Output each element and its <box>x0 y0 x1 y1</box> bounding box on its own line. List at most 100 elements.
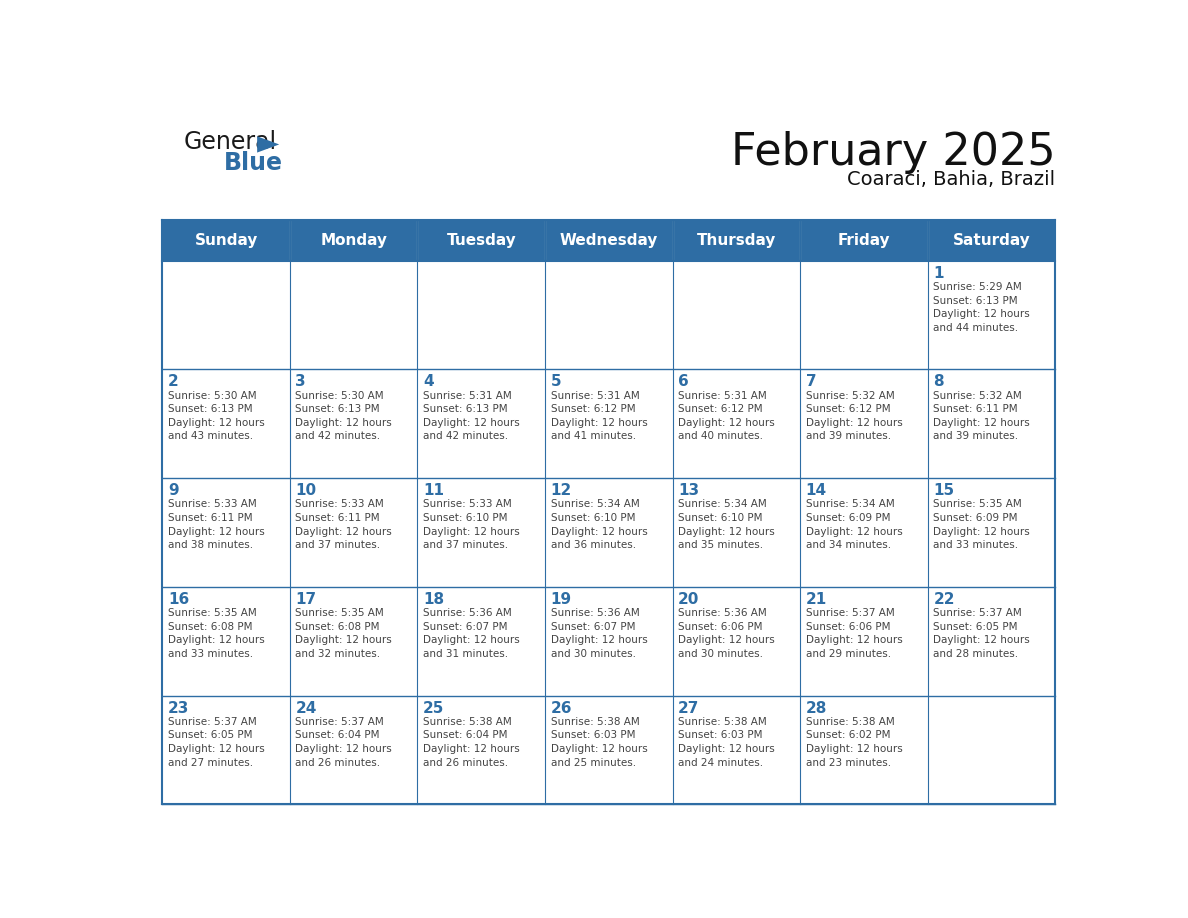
Bar <box>672 261 801 369</box>
Bar <box>163 219 290 261</box>
Bar <box>163 587 290 696</box>
Bar <box>290 696 417 804</box>
Bar <box>545 219 672 261</box>
Text: Sunrise: 5:32 AM
Sunset: 6:12 PM
Daylight: 12 hours
and 39 minutes.: Sunrise: 5:32 AM Sunset: 6:12 PM Dayligh… <box>805 391 903 442</box>
Text: Sunrise: 5:36 AM
Sunset: 6:07 PM
Daylight: 12 hours
and 30 minutes.: Sunrise: 5:36 AM Sunset: 6:07 PM Dayligh… <box>550 608 647 659</box>
Bar <box>672 478 801 587</box>
Text: Sunrise: 5:31 AM
Sunset: 6:13 PM
Daylight: 12 hours
and 42 minutes.: Sunrise: 5:31 AM Sunset: 6:13 PM Dayligh… <box>423 391 520 442</box>
Bar <box>417 696 545 804</box>
Text: 22: 22 <box>934 592 955 607</box>
Text: 10: 10 <box>296 483 316 498</box>
Text: Tuesday: Tuesday <box>447 233 516 248</box>
Text: 3: 3 <box>296 375 307 389</box>
Text: Sunrise: 5:35 AM
Sunset: 6:09 PM
Daylight: 12 hours
and 33 minutes.: Sunrise: 5:35 AM Sunset: 6:09 PM Dayligh… <box>934 499 1030 550</box>
Bar <box>801 261 928 369</box>
Text: Sunrise: 5:36 AM
Sunset: 6:07 PM
Daylight: 12 hours
and 31 minutes.: Sunrise: 5:36 AM Sunset: 6:07 PM Dayligh… <box>423 608 520 659</box>
Bar <box>290 219 417 261</box>
Bar <box>801 478 928 587</box>
Bar <box>672 369 801 478</box>
Text: Sunrise: 5:31 AM
Sunset: 6:12 PM
Daylight: 12 hours
and 41 minutes.: Sunrise: 5:31 AM Sunset: 6:12 PM Dayligh… <box>550 391 647 442</box>
Bar <box>290 478 417 587</box>
Text: Sunrise: 5:38 AM
Sunset: 6:02 PM
Daylight: 12 hours
and 23 minutes.: Sunrise: 5:38 AM Sunset: 6:02 PM Dayligh… <box>805 717 903 767</box>
Text: February 2025: February 2025 <box>731 131 1055 174</box>
Bar <box>928 587 1055 696</box>
Bar <box>545 261 672 369</box>
Text: Sunday: Sunday <box>195 233 258 248</box>
Bar <box>801 696 928 804</box>
Bar <box>672 587 801 696</box>
Text: 20: 20 <box>678 592 700 607</box>
Text: 18: 18 <box>423 592 444 607</box>
Bar <box>545 369 672 478</box>
Text: Sunrise: 5:33 AM
Sunset: 6:11 PM
Daylight: 12 hours
and 37 minutes.: Sunrise: 5:33 AM Sunset: 6:11 PM Dayligh… <box>296 499 392 550</box>
Bar <box>290 587 417 696</box>
Bar <box>672 219 801 261</box>
Text: 8: 8 <box>934 375 944 389</box>
Text: Sunrise: 5:37 AM
Sunset: 6:05 PM
Daylight: 12 hours
and 27 minutes.: Sunrise: 5:37 AM Sunset: 6:05 PM Dayligh… <box>168 717 265 767</box>
Text: Sunrise: 5:38 AM
Sunset: 6:03 PM
Daylight: 12 hours
and 25 minutes.: Sunrise: 5:38 AM Sunset: 6:03 PM Dayligh… <box>550 717 647 767</box>
Text: Sunrise: 5:33 AM
Sunset: 6:11 PM
Daylight: 12 hours
and 38 minutes.: Sunrise: 5:33 AM Sunset: 6:11 PM Dayligh… <box>168 499 265 550</box>
Text: 2: 2 <box>168 375 178 389</box>
Text: 1: 1 <box>934 265 943 281</box>
Text: 26: 26 <box>550 700 573 715</box>
Text: 4: 4 <box>423 375 434 389</box>
Bar <box>928 478 1055 587</box>
Text: 11: 11 <box>423 483 444 498</box>
Text: Sunrise: 5:30 AM
Sunset: 6:13 PM
Daylight: 12 hours
and 43 minutes.: Sunrise: 5:30 AM Sunset: 6:13 PM Dayligh… <box>168 391 265 442</box>
Text: Sunrise: 5:35 AM
Sunset: 6:08 PM
Daylight: 12 hours
and 32 minutes.: Sunrise: 5:35 AM Sunset: 6:08 PM Dayligh… <box>296 608 392 659</box>
Bar <box>163 261 290 369</box>
Text: Sunrise: 5:34 AM
Sunset: 6:10 PM
Daylight: 12 hours
and 35 minutes.: Sunrise: 5:34 AM Sunset: 6:10 PM Dayligh… <box>678 499 775 550</box>
Bar <box>417 369 545 478</box>
Bar <box>163 478 290 587</box>
Bar <box>928 369 1055 478</box>
Text: Sunrise: 5:38 AM
Sunset: 6:04 PM
Daylight: 12 hours
and 26 minutes.: Sunrise: 5:38 AM Sunset: 6:04 PM Dayligh… <box>423 717 520 767</box>
Text: 23: 23 <box>168 700 189 715</box>
Text: 21: 21 <box>805 592 827 607</box>
Text: 19: 19 <box>550 592 571 607</box>
Bar <box>545 587 672 696</box>
Text: 13: 13 <box>678 483 700 498</box>
Text: Thursday: Thursday <box>696 233 776 248</box>
Text: Friday: Friday <box>838 233 890 248</box>
Text: Sunrise: 5:38 AM
Sunset: 6:03 PM
Daylight: 12 hours
and 24 minutes.: Sunrise: 5:38 AM Sunset: 6:03 PM Dayligh… <box>678 717 775 767</box>
Text: 25: 25 <box>423 700 444 715</box>
Bar <box>928 219 1055 261</box>
Bar <box>163 369 290 478</box>
Bar <box>417 219 545 261</box>
Text: Saturday: Saturday <box>953 233 1030 248</box>
Text: Monday: Monday <box>321 233 387 248</box>
Text: 28: 28 <box>805 700 827 715</box>
Text: Sunrise: 5:34 AM
Sunset: 6:09 PM
Daylight: 12 hours
and 34 minutes.: Sunrise: 5:34 AM Sunset: 6:09 PM Dayligh… <box>805 499 903 550</box>
Text: Sunrise: 5:35 AM
Sunset: 6:08 PM
Daylight: 12 hours
and 33 minutes.: Sunrise: 5:35 AM Sunset: 6:08 PM Dayligh… <box>168 608 265 659</box>
Bar <box>163 696 290 804</box>
Text: 7: 7 <box>805 375 816 389</box>
Bar <box>545 478 672 587</box>
Bar <box>801 587 928 696</box>
Text: Sunrise: 5:36 AM
Sunset: 6:06 PM
Daylight: 12 hours
and 30 minutes.: Sunrise: 5:36 AM Sunset: 6:06 PM Dayligh… <box>678 608 775 659</box>
Text: 12: 12 <box>550 483 571 498</box>
Text: Sunrise: 5:29 AM
Sunset: 6:13 PM
Daylight: 12 hours
and 44 minutes.: Sunrise: 5:29 AM Sunset: 6:13 PM Dayligh… <box>934 282 1030 332</box>
Bar <box>545 696 672 804</box>
Bar <box>928 261 1055 369</box>
Text: Sunrise: 5:33 AM
Sunset: 6:10 PM
Daylight: 12 hours
and 37 minutes.: Sunrise: 5:33 AM Sunset: 6:10 PM Dayligh… <box>423 499 520 550</box>
Text: Sunrise: 5:32 AM
Sunset: 6:11 PM
Daylight: 12 hours
and 39 minutes.: Sunrise: 5:32 AM Sunset: 6:11 PM Dayligh… <box>934 391 1030 442</box>
Bar <box>801 369 928 478</box>
Text: 5: 5 <box>550 375 561 389</box>
Text: Sunrise: 5:37 AM
Sunset: 6:05 PM
Daylight: 12 hours
and 28 minutes.: Sunrise: 5:37 AM Sunset: 6:05 PM Dayligh… <box>934 608 1030 659</box>
Bar <box>417 261 545 369</box>
Text: 14: 14 <box>805 483 827 498</box>
Bar <box>417 587 545 696</box>
Text: Blue: Blue <box>225 151 283 175</box>
Bar <box>417 478 545 587</box>
Polygon shape <box>257 136 279 152</box>
Text: Sunrise: 5:34 AM
Sunset: 6:10 PM
Daylight: 12 hours
and 36 minutes.: Sunrise: 5:34 AM Sunset: 6:10 PM Dayligh… <box>550 499 647 550</box>
Text: 6: 6 <box>678 375 689 389</box>
Bar <box>672 696 801 804</box>
Text: Sunrise: 5:37 AM
Sunset: 6:06 PM
Daylight: 12 hours
and 29 minutes.: Sunrise: 5:37 AM Sunset: 6:06 PM Dayligh… <box>805 608 903 659</box>
Text: Coaraci, Bahia, Brazil: Coaraci, Bahia, Brazil <box>847 170 1055 189</box>
Text: Sunrise: 5:30 AM
Sunset: 6:13 PM
Daylight: 12 hours
and 42 minutes.: Sunrise: 5:30 AM Sunset: 6:13 PM Dayligh… <box>296 391 392 442</box>
Bar <box>928 696 1055 804</box>
Text: Sunrise: 5:37 AM
Sunset: 6:04 PM
Daylight: 12 hours
and 26 minutes.: Sunrise: 5:37 AM Sunset: 6:04 PM Dayligh… <box>296 717 392 767</box>
Bar <box>290 369 417 478</box>
Text: 9: 9 <box>168 483 178 498</box>
